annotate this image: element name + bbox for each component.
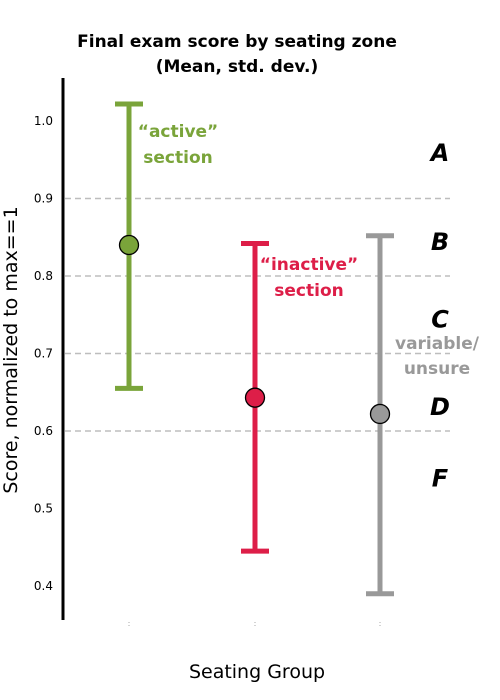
- y-axis-label: Score, normalized to max==1: [0, 206, 22, 493]
- mean-point: [118, 234, 140, 256]
- series-label: section: [143, 148, 212, 168]
- series-label: section: [274, 281, 343, 301]
- y-tick-labels: 0.4 0.5 0.6 0.7 0.8 0.9 1.0: [34, 114, 53, 593]
- x-axis-label: Seating Group: [189, 661, 325, 683]
- grade-letter: C: [431, 306, 449, 334]
- series-label: unsure: [404, 359, 470, 379]
- y-tick-label: 1.0: [34, 114, 53, 128]
- y-tick-label: 0.7: [34, 347, 53, 361]
- grade-letter: D: [430, 393, 450, 421]
- grade-letter: F: [432, 465, 449, 493]
- series-label: variable/: [395, 334, 480, 354]
- y-tick-label: 0.5: [34, 502, 53, 516]
- grade-letters: A B C D F: [429, 139, 450, 493]
- chart-title: Final exam score by seating zone: [77, 32, 397, 52]
- error-bars: “active” section “inactive” section variable…: [115, 101, 480, 597]
- grade-letter: B: [431, 228, 449, 256]
- x-ticks: [128, 622, 381, 628]
- error-bar-group: “inactive” section: [241, 240, 358, 554]
- mean-point: [369, 403, 391, 425]
- error-bar-group: variable/unsure: [366, 233, 480, 597]
- grade-letter: A: [429, 139, 450, 167]
- series-label: “active”: [138, 122, 218, 142]
- y-tick-label: 0.4: [34, 579, 53, 593]
- chart-subtitle: (Mean, std. dev.): [156, 57, 319, 77]
- error-bar-group: “active” section: [115, 101, 218, 391]
- mean-point: [244, 387, 266, 408]
- y-tick-label: 0.8: [34, 269, 53, 283]
- series-label: “inactive”: [260, 255, 358, 275]
- y-tick-label: 0.9: [34, 192, 53, 206]
- y-tick-label: 0.6: [34, 424, 53, 438]
